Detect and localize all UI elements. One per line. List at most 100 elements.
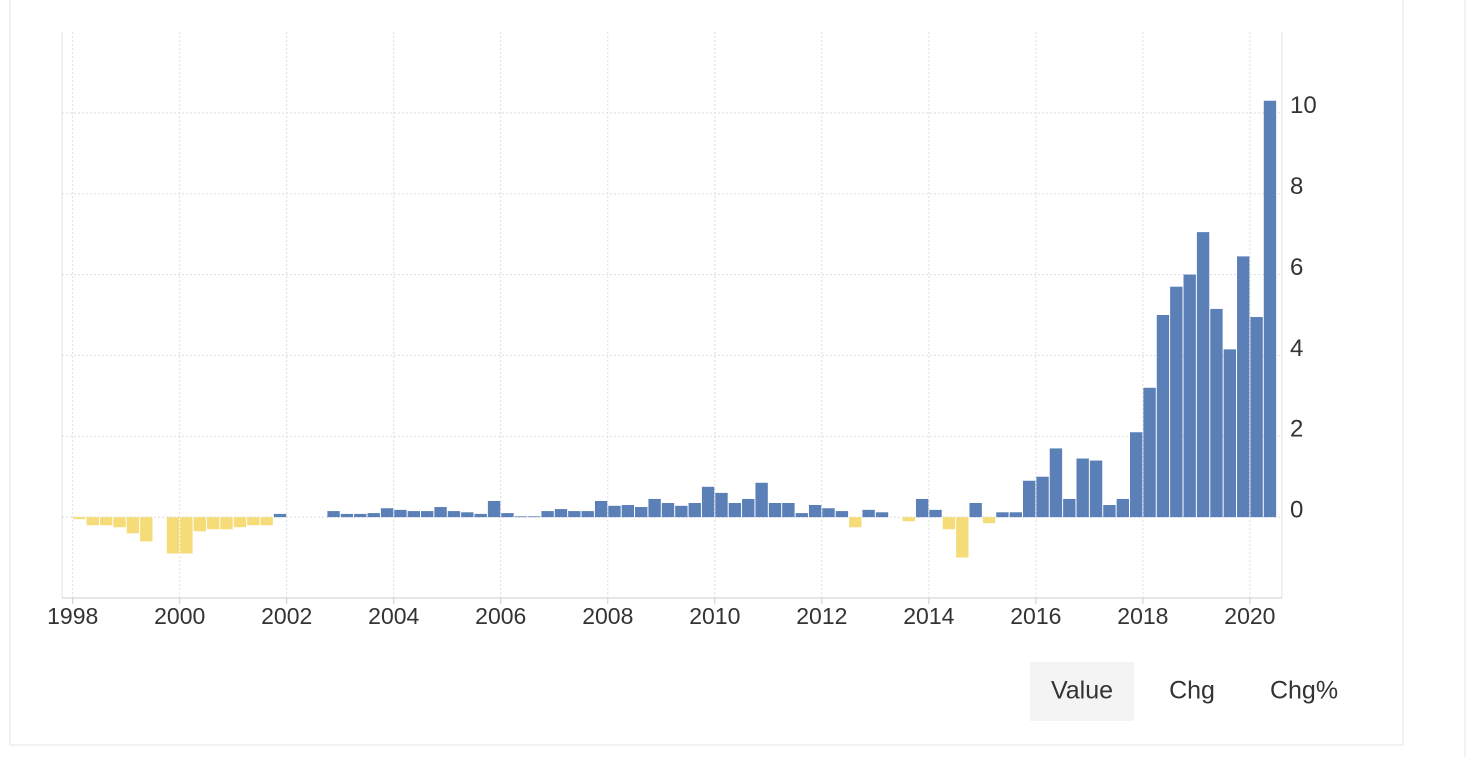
- bar: [1223, 349, 1237, 518]
- bar: [915, 498, 929, 518]
- bar: [728, 502, 742, 518]
- bar: [260, 517, 273, 526]
- bar: [421, 511, 434, 518]
- bar: [233, 517, 247, 528]
- bar: [180, 517, 193, 554]
- x-tick-label: 2020: [1224, 603, 1275, 629]
- bar: [902, 517, 915, 522]
- bar: [1170, 286, 1183, 518]
- bar: [1103, 505, 1116, 518]
- bar: [1196, 232, 1210, 518]
- bar: [1076, 458, 1089, 518]
- x-tick-label: 2018: [1117, 603, 1168, 629]
- bar: [340, 513, 354, 518]
- bar: [1116, 498, 1129, 518]
- bar: [956, 517, 969, 558]
- bar: [969, 502, 982, 518]
- bar: [99, 517, 113, 526]
- y-tick-label: 8: [1290, 173, 1303, 200]
- bar: [675, 505, 688, 518]
- bar: [661, 502, 675, 518]
- bar: [206, 517, 220, 530]
- bar: [942, 517, 956, 530]
- bar: [648, 498, 661, 518]
- bar: [688, 502, 701, 518]
- bar: [528, 516, 541, 518]
- y-tick-label: 4: [1290, 335, 1303, 362]
- bar: [1156, 315, 1170, 518]
- bar: [113, 517, 126, 528]
- y-tick-label: 0: [1290, 496, 1303, 523]
- bar: [474, 513, 487, 518]
- x-tick-label: 2000: [154, 603, 205, 629]
- bar: [701, 486, 715, 518]
- button[interactable]: Value: [1051, 677, 1113, 705]
- bar: [487, 500, 501, 518]
- bar: [380, 508, 394, 518]
- bar: [742, 498, 755, 518]
- bar: [166, 517, 180, 554]
- bar: [434, 507, 447, 518]
- bar: [367, 513, 380, 518]
- bar: [862, 509, 875, 518]
- bar: [635, 507, 648, 518]
- bar: [1237, 256, 1250, 518]
- bar: [140, 517, 153, 542]
- x-tick-label: 2004: [368, 603, 419, 629]
- bar: [193, 517, 206, 532]
- button-bg[interactable]: [1030, 662, 1134, 721]
- bar: [407, 511, 421, 518]
- bar: [447, 511, 461, 518]
- bar: [220, 517, 233, 530]
- bar: [755, 482, 768, 518]
- x-tick-label: 1998: [47, 603, 98, 629]
- bar: [849, 517, 862, 528]
- x-tick-label: 2010: [689, 603, 740, 629]
- bar: [715, 492, 728, 518]
- bar: [354, 513, 367, 518]
- bar: [1036, 476, 1049, 518]
- x-tick-label: 2014: [903, 603, 954, 629]
- y-tick-label: 10: [1290, 92, 1317, 119]
- bar: [1022, 480, 1036, 518]
- bar: [568, 511, 581, 518]
- bar: [996, 512, 1009, 518]
- button[interactable]: Chg%: [1270, 677, 1338, 705]
- bar: [86, 517, 99, 526]
- bar: [795, 513, 808, 518]
- button[interactable]: Chg: [1169, 677, 1215, 705]
- bar: [1210, 308, 1223, 518]
- bar: [1049, 448, 1063, 518]
- bar: [875, 512, 889, 518]
- bar: [1183, 274, 1196, 518]
- x-tick-label: 2012: [796, 603, 847, 629]
- bar: [501, 513, 514, 518]
- bar: [782, 502, 795, 518]
- bar: [1263, 100, 1277, 518]
- bar: [608, 505, 621, 518]
- bar: [554, 509, 568, 518]
- bar: [621, 505, 635, 518]
- bar: [1063, 498, 1076, 518]
- bar: [1130, 432, 1143, 518]
- bar: [768, 502, 782, 518]
- x-tick-label: 2016: [1010, 603, 1061, 629]
- bar: [247, 517, 260, 526]
- bar: [835, 511, 849, 518]
- x-tick-label: 2008: [582, 603, 633, 629]
- panel-border: [9, 0, 1404, 746]
- bar: [822, 508, 835, 518]
- bar: [581, 511, 594, 518]
- bar: [461, 512, 474, 518]
- bar: [126, 517, 140, 534]
- bar: [1143, 387, 1156, 518]
- bar: [808, 505, 822, 518]
- bar: [514, 516, 528, 518]
- bar: [273, 513, 287, 518]
- bar: [327, 511, 340, 518]
- bar: [929, 509, 942, 518]
- bar: [982, 517, 996, 524]
- bar: [541, 511, 554, 518]
- bar: [1250, 317, 1263, 518]
